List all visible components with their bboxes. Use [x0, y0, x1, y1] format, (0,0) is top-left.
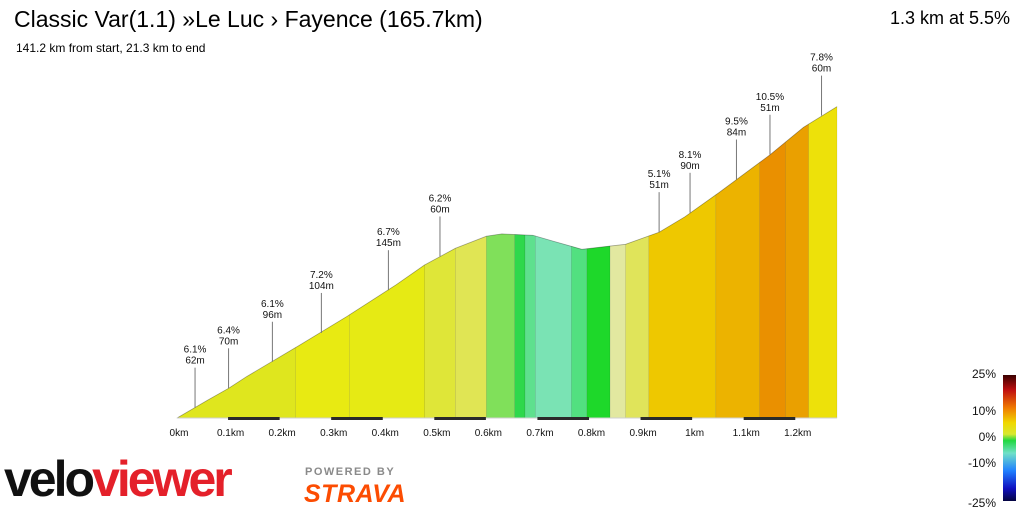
annotation-distance: 104m — [309, 281, 334, 292]
annotation-distance: 62m — [185, 356, 204, 367]
grade-segment-11 — [609, 243, 626, 419]
grade-segment-7 — [524, 234, 536, 419]
annotation-distance: 51m — [760, 103, 779, 114]
scale-label: 10% — [972, 404, 996, 418]
annotation-grade: 5.1% — [648, 169, 671, 180]
grade-segment-6 — [514, 234, 526, 419]
annotation-grade: 7.8% — [810, 53, 833, 64]
scale-label: -25% — [968, 496, 996, 510]
km-marker-bar — [228, 417, 280, 420]
veloviewer-logo-text: veloviewer — [4, 451, 232, 507]
scale-label: 25% — [972, 368, 996, 381]
chart-title: Classic Var(1.1) »Le Luc › Fayence (165.… — [14, 6, 483, 32]
grade-segment-15 — [759, 141, 786, 419]
x-tick-label: 0.1km — [217, 428, 244, 439]
x-tick-label: 0.6km — [475, 428, 502, 439]
x-tick-label: 1.2km — [784, 428, 811, 439]
km-marker-bar — [331, 417, 383, 420]
annotation-grade: 10.5% — [756, 92, 784, 103]
x-tick-label: 0.7km — [526, 428, 553, 439]
annotation-grade: 9.5% — [725, 117, 748, 128]
annotation-distance: 96m — [263, 310, 282, 321]
veloviewer-logo[interactable]: veloviewer — [4, 448, 294, 508]
annotation-distance: 70m — [219, 336, 238, 347]
annotation-grade: 6.7% — [377, 227, 400, 238]
annotation-distance: 60m — [812, 64, 831, 75]
x-tick-label: 1.1km — [733, 428, 760, 439]
grade-segment-17 — [808, 106, 838, 419]
grade-segment-14 — [715, 161, 761, 419]
grade-segment-10 — [586, 245, 611, 419]
km-marker-bar — [743, 417, 796, 420]
grade-segment-1 — [295, 314, 351, 419]
grade-segment-2 — [349, 264, 425, 419]
grade-segment-9 — [571, 245, 588, 419]
annotation-distance: 145m — [376, 238, 401, 249]
profile-line — [176, 106, 838, 419]
annotation-distance: 51m — [649, 180, 668, 191]
km-marker-bar — [537, 417, 590, 420]
powered-by-label: POWERED BY — [305, 466, 396, 478]
annotation-distance: 84m — [727, 128, 746, 139]
annotation-distance: 60m — [430, 204, 449, 215]
x-tick-label: 0.9km — [629, 428, 656, 439]
annotation-grade: 8.1% — [679, 150, 702, 161]
grade-segment-12 — [625, 235, 650, 419]
x-tick-label: 0.5km — [423, 428, 450, 439]
scale-label: -10% — [968, 456, 996, 470]
x-tick-label: 0.2km — [269, 428, 296, 439]
grade-segment-4 — [455, 235, 487, 419]
gradient-color-scale: 25% 10% 0% -10% -25% — [968, 368, 1016, 510]
x-tick-label: 0km — [170, 428, 189, 439]
x-tick-label: 0.4km — [372, 428, 399, 439]
annotation-grade: 6.1% — [184, 345, 207, 356]
annotation-grade: 6.1% — [261, 299, 284, 310]
x-tick-label: 1km — [685, 428, 704, 439]
km-marker-bar — [434, 417, 486, 420]
annotation-grade: 7.2% — [310, 270, 333, 281]
annotation-distance: 90m — [680, 161, 699, 172]
km-marker-bar — [640, 417, 693, 420]
gradient-scale-bar — [1003, 375, 1016, 501]
grade-segment-5 — [486, 233, 516, 419]
chart-subtitle: 141.2 km from start, 21.3 km to end — [16, 41, 206, 55]
strava-logo[interactable]: STRAVA — [304, 480, 407, 508]
grade-segment-3 — [424, 247, 456, 419]
annotation-grade: 6.4% — [217, 325, 240, 336]
grade-segment-8 — [535, 235, 572, 419]
segment-summary: 1.3 km at 5.5% — [889, 8, 1010, 28]
annotation-grade: 6.2% — [429, 193, 452, 204]
grade-segment-16 — [785, 123, 809, 419]
scale-label: 0% — [979, 430, 997, 444]
x-tick-label: 0.8km — [578, 428, 605, 439]
x-tick-label: 0.3km — [320, 428, 347, 439]
